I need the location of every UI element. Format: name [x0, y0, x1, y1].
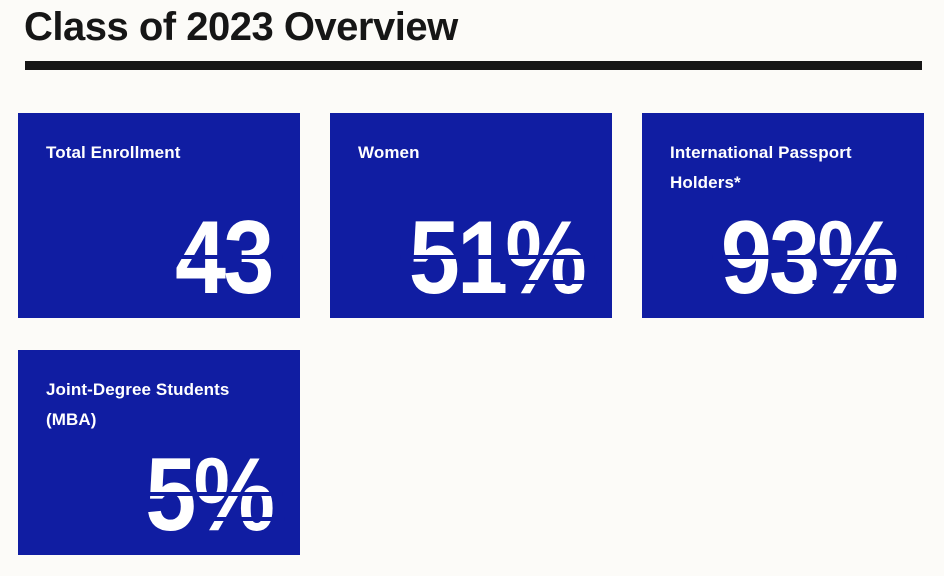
stat-card-joint-degree-students: Joint-Degree Students (MBA) 5%: [18, 350, 300, 555]
title-divider-rule: [25, 61, 922, 70]
stat-card-grid: Total Enrollment 43 Women 51% Internatio…: [18, 113, 926, 555]
page-title: Class of 2023 Overview: [24, 5, 458, 49]
stat-value-text: 51%: [408, 200, 587, 316]
stat-value: 51%: [399, 206, 597, 310]
stat-value-text: 93%: [720, 200, 899, 316]
stat-value-text: 43: [175, 200, 274, 316]
stat-value-text: 5%: [145, 437, 275, 553]
stat-label: Joint-Degree Students (MBA): [46, 380, 230, 429]
stat-card-total-enrollment: Total Enrollment 43: [18, 113, 300, 318]
stat-value: 43: [166, 206, 283, 310]
stat-label: International Passport Holders*: [670, 143, 852, 192]
stat-value: 93%: [711, 206, 909, 310]
stat-card-women: Women 51%: [330, 113, 612, 318]
stat-label: Total Enrollment: [46, 143, 181, 162]
stat-card-international-passport-holders: International Passport Holders* 93%: [642, 113, 924, 318]
stat-label: Women: [358, 143, 420, 162]
stat-value: 5%: [136, 443, 285, 547]
